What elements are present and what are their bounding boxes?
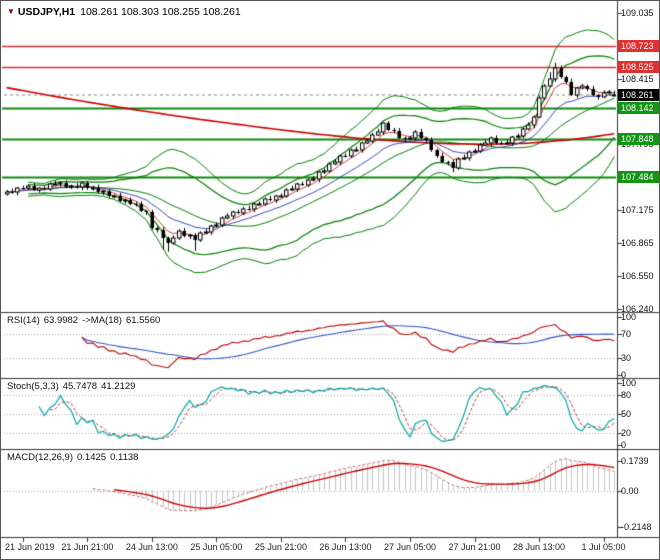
terminal-chart-window: ▼ USDJPY,H1 108.261 108.303 108.255 108.26… [0,0,660,560]
price-chart-canvas[interactable] [1,1,659,559]
